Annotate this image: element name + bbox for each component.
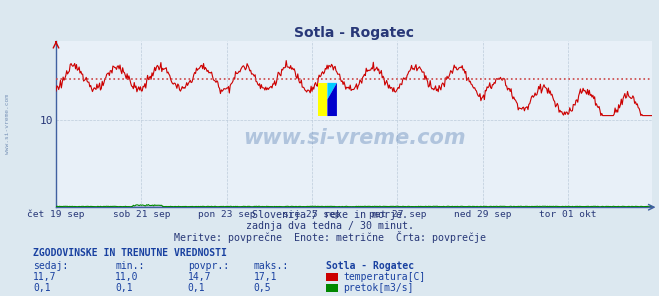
Text: pretok[m3/s]: pretok[m3/s]	[343, 283, 414, 293]
Text: Meritve: povprečne  Enote: metrične  Črta: povprečje: Meritve: povprečne Enote: metrične Črta:…	[173, 231, 486, 243]
Text: min.:: min.:	[115, 261, 145, 271]
Text: 11,0: 11,0	[115, 272, 139, 282]
Text: 0,1: 0,1	[115, 283, 133, 293]
Text: sedaj:: sedaj:	[33, 261, 68, 271]
Text: Sotla - Rogatec: Sotla - Rogatec	[326, 261, 415, 271]
Text: www.si-vreme.com: www.si-vreme.com	[5, 94, 11, 154]
Text: 14,7: 14,7	[188, 272, 212, 282]
Text: www.si-vreme.com: www.si-vreme.com	[243, 128, 465, 148]
Text: 0,1: 0,1	[33, 283, 51, 293]
Polygon shape	[328, 83, 337, 116]
Text: 11,7: 11,7	[33, 272, 57, 282]
Text: temperatura[C]: temperatura[C]	[343, 272, 426, 282]
Text: maks.:: maks.:	[254, 261, 289, 271]
Text: Slovenija / reke in morje.: Slovenija / reke in morje.	[252, 210, 407, 220]
Polygon shape	[328, 83, 337, 99]
Text: 0,1: 0,1	[188, 283, 206, 293]
Text: 17,1: 17,1	[254, 272, 277, 282]
Text: zadnja dva tedna / 30 minut.: zadnja dva tedna / 30 minut.	[246, 221, 413, 231]
Title: Sotla - Rogatec: Sotla - Rogatec	[294, 26, 415, 40]
Text: povpr.:: povpr.:	[188, 261, 229, 271]
Text: ZGODOVINSKE IN TRENUTNE VREDNOSTI: ZGODOVINSKE IN TRENUTNE VREDNOSTI	[33, 248, 227, 258]
Text: 0,5: 0,5	[254, 283, 272, 293]
Polygon shape	[318, 83, 328, 116]
